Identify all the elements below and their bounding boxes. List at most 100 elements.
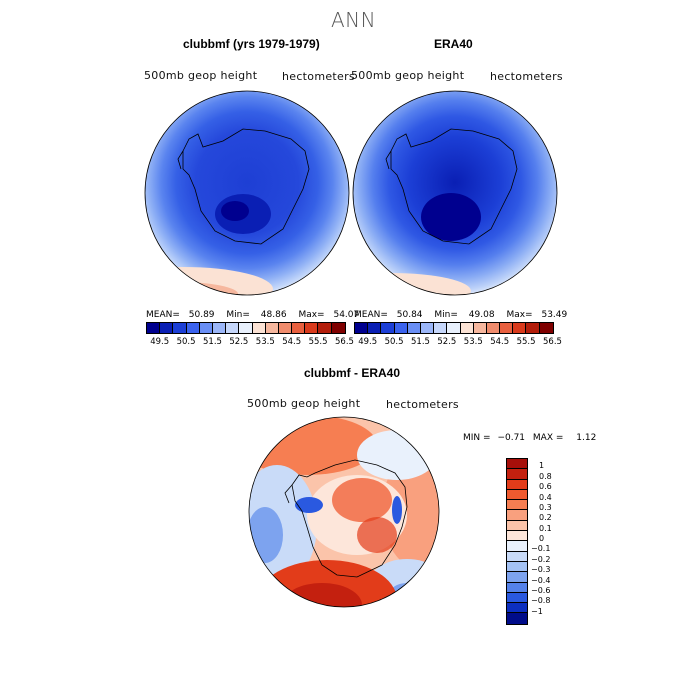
diff-colorbar-tick-label: 0.4 bbox=[539, 492, 552, 502]
diff-colorbar-swatch bbox=[507, 541, 527, 552]
diff-colorbar-swatch bbox=[507, 582, 527, 593]
panel2-mean-label: MEAN= bbox=[354, 310, 388, 320]
colorbar-swatch bbox=[226, 323, 240, 333]
colorbar-tick-label: 53.5 bbox=[463, 337, 483, 347]
panel1-title: clubbmf (yrs 1979-1979) bbox=[183, 37, 320, 51]
panel1-mean-label: MEAN= bbox=[146, 310, 180, 320]
panel2-stats: MEAN= 50.84 Min= 49.08 Max= 53.49 bbox=[354, 310, 567, 320]
colorbar-swatch bbox=[460, 323, 474, 333]
diff-min-label: MIN = bbox=[463, 433, 491, 443]
colorbar-swatch bbox=[526, 323, 540, 333]
diff-colorbar-swatch bbox=[507, 551, 527, 562]
diff-colorbar-swatch bbox=[507, 531, 527, 542]
diff-colorbar-tick-label: 1 bbox=[539, 461, 545, 471]
colorbar-tick-label: 53.5 bbox=[255, 337, 275, 347]
colorbar-swatch bbox=[278, 323, 293, 333]
panel1-stats: MEAN= 50.89 Min= 48.86 Max= 54.07 bbox=[146, 310, 359, 320]
diff-min-value: −0.71 bbox=[497, 433, 526, 443]
colorbar-swatch bbox=[318, 323, 332, 333]
colorbar-swatch bbox=[331, 323, 345, 333]
diff-colorbar-ticks: 1 0.8 0.6 0.4 0.3 0.2 0.1 0 −0.1 −0.2 −0.3 −0.4 −0.6… bbox=[531, 458, 571, 624]
colorbar-swatch bbox=[434, 323, 448, 333]
panel2-min-label: Min= bbox=[434, 310, 458, 320]
colorbar-swatch bbox=[305, 323, 319, 333]
diff-colorbar-tick-label: −0.3 bbox=[531, 565, 551, 575]
diff-colorbar-tick-label: 0.3 bbox=[539, 502, 552, 512]
panel2-mean-value: 50.84 bbox=[396, 310, 423, 320]
colorbar-swatch bbox=[292, 323, 306, 333]
diff-colorbar-tick-label: 0.8 bbox=[539, 471, 552, 481]
colorbar-swatch bbox=[239, 323, 253, 333]
diff-colorbar-swatch bbox=[507, 469, 527, 480]
colorbar-tick-label: 55.5 bbox=[516, 337, 536, 347]
diff-colorbar-swatch bbox=[507, 510, 527, 521]
diff-colorbar-tick-label: 0.2 bbox=[539, 513, 552, 523]
colorbar-tick-label: 56.5 bbox=[335, 337, 354, 347]
colorbar-tick-label: 55.5 bbox=[308, 337, 328, 347]
colorbar-swatch bbox=[355, 323, 369, 333]
colorbar-swatch bbox=[486, 323, 501, 333]
colorbar-swatch bbox=[147, 323, 161, 333]
diff-colorbar-swatch bbox=[507, 479, 527, 490]
panel2-polar-map bbox=[352, 90, 558, 296]
panel2-units: hectometers bbox=[490, 70, 563, 83]
panel1-max-label: Max= bbox=[298, 310, 325, 320]
colorbar-swatch bbox=[513, 323, 527, 333]
diff-colorbar-tick-label: 0 bbox=[539, 534, 545, 543]
colorbar-swatch bbox=[186, 323, 200, 333]
panel1-variable: 500mb geop height bbox=[144, 69, 258, 82]
colorbar-swatch bbox=[420, 323, 435, 333]
panel2-colorbar-ticks: 49.5 50.5 51.5 52.5 53.5 54.5 55.5 56.5 bbox=[354, 337, 562, 349]
diff-colorbar-tick-label: 0.1 bbox=[539, 523, 552, 533]
colorbar-swatch bbox=[212, 323, 227, 333]
panel1-min-value: 48.86 bbox=[260, 310, 287, 320]
colorbar-swatch bbox=[265, 323, 279, 333]
panel1-min-label: Min= bbox=[226, 310, 250, 320]
panel2-max-value: 53.49 bbox=[541, 310, 568, 320]
colorbar-tick-label: 50.5 bbox=[384, 337, 404, 347]
diff-colorbar-swatch bbox=[507, 592, 527, 604]
panel2-colorbar bbox=[354, 322, 554, 334]
diff-units: hectometers bbox=[386, 398, 459, 411]
panel1-max-value: 54.07 bbox=[333, 310, 360, 320]
panel2-variable: 500mb geop height bbox=[351, 69, 465, 82]
diff-colorbar-tick-label: 0.6 bbox=[539, 482, 552, 492]
panel2-title: ERA40 bbox=[434, 37, 473, 51]
colorbar-tick-label: 49.5 bbox=[358, 337, 378, 347]
panel2-min-value: 49.08 bbox=[468, 310, 495, 320]
colorbar-tick-label: 51.5 bbox=[411, 337, 430, 347]
colorbar-tick-label: 56.5 bbox=[543, 337, 562, 347]
panel2-max-label: Max= bbox=[506, 310, 533, 320]
colorbar-tick-label: 52.5 bbox=[437, 337, 457, 347]
colorbar-tick-label: 52.5 bbox=[229, 337, 249, 347]
panel1-colorbar-ticks: 49.5 50.5 51.5 52.5 53.5 54.5 55.5 56.5 bbox=[146, 337, 354, 349]
colorbar-swatch bbox=[368, 323, 382, 333]
diff-polar-map bbox=[248, 416, 440, 608]
diff-colorbar-tick-label: −0.8 bbox=[531, 596, 551, 606]
diff-colorbar-swatch bbox=[507, 561, 527, 573]
diff-colorbar-tick-label: −0.2 bbox=[531, 554, 551, 564]
diff-stats: MIN = −0.71 MAX = 1.12 bbox=[463, 433, 596, 443]
colorbar-tick-label: 54.5 bbox=[490, 337, 510, 347]
diff-title: clubbmf - ERA40 bbox=[304, 366, 401, 380]
diff-colorbar-swatch bbox=[507, 572, 527, 583]
diff-max-label: MAX = bbox=[532, 433, 564, 443]
colorbar-swatch bbox=[394, 323, 408, 333]
colorbar-swatch bbox=[381, 323, 395, 333]
diff-colorbar-tick-label: −0.4 bbox=[531, 575, 551, 585]
diff-colorbar-swatch bbox=[507, 459, 527, 470]
figure-title: ANN bbox=[331, 8, 377, 32]
diff-colorbar-tick-label: −0.6 bbox=[531, 585, 551, 595]
panel1-polar-map bbox=[144, 90, 350, 296]
diff-colorbar-swatch bbox=[507, 520, 527, 532]
diff-colorbar-swatch bbox=[507, 613, 527, 624]
diff-colorbar-tick-label: −0.1 bbox=[531, 544, 551, 554]
colorbar-swatch bbox=[173, 323, 187, 333]
diff-colorbar bbox=[506, 458, 528, 625]
colorbar-swatch bbox=[539, 323, 553, 333]
diff-colorbar-swatch bbox=[507, 489, 527, 501]
panel1-units: hectometers bbox=[282, 70, 355, 83]
diff-colorbar-tick-label: −1 bbox=[531, 606, 543, 616]
colorbar-tick-label: 54.5 bbox=[282, 337, 302, 347]
colorbar-swatch bbox=[500, 323, 514, 333]
